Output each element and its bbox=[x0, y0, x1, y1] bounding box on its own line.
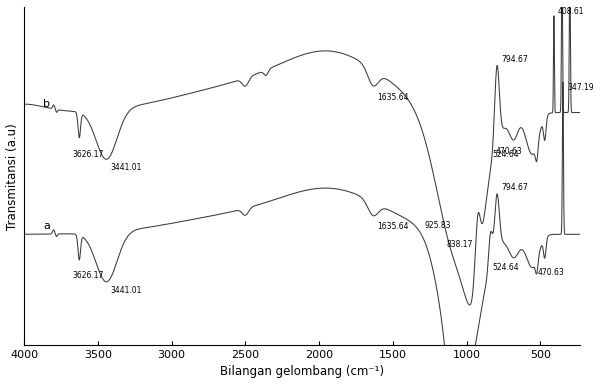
Text: 3626.17: 3626.17 bbox=[72, 271, 104, 280]
Text: 3441.01: 3441.01 bbox=[111, 286, 142, 295]
Text: 524.64: 524.64 bbox=[492, 150, 519, 159]
Text: 300.90: 300.90 bbox=[0, 383, 1, 384]
Text: 470.63: 470.63 bbox=[496, 147, 523, 156]
Text: 1635.64: 1635.64 bbox=[377, 93, 409, 101]
Y-axis label: Transmitansi (a.u): Transmitansi (a.u) bbox=[5, 123, 19, 230]
Text: 794.67: 794.67 bbox=[501, 183, 528, 192]
Text: 353.90: 353.90 bbox=[0, 383, 1, 384]
Text: 925.83: 925.83 bbox=[425, 221, 452, 230]
Text: 1635.64: 1635.64 bbox=[377, 222, 409, 232]
Text: 3626.17: 3626.17 bbox=[72, 150, 104, 159]
Text: 1049.28: 1049.28 bbox=[0, 383, 1, 384]
Text: 470.63: 470.63 bbox=[538, 268, 565, 277]
Text: 524.64: 524.64 bbox=[492, 263, 519, 271]
Text: 838.17: 838.17 bbox=[446, 240, 473, 249]
X-axis label: Bilangan gelombang (cm⁻¹): Bilangan gelombang (cm⁻¹) bbox=[220, 366, 384, 379]
Text: 3441.01: 3441.01 bbox=[111, 163, 142, 172]
Text: 347.19: 347.19 bbox=[567, 83, 594, 91]
Text: b: b bbox=[43, 99, 51, 109]
Text: 1041.56: 1041.56 bbox=[0, 383, 1, 384]
Text: 408.61: 408.61 bbox=[558, 7, 585, 16]
Text: a: a bbox=[43, 221, 50, 231]
Text: 794.67: 794.67 bbox=[501, 55, 528, 64]
